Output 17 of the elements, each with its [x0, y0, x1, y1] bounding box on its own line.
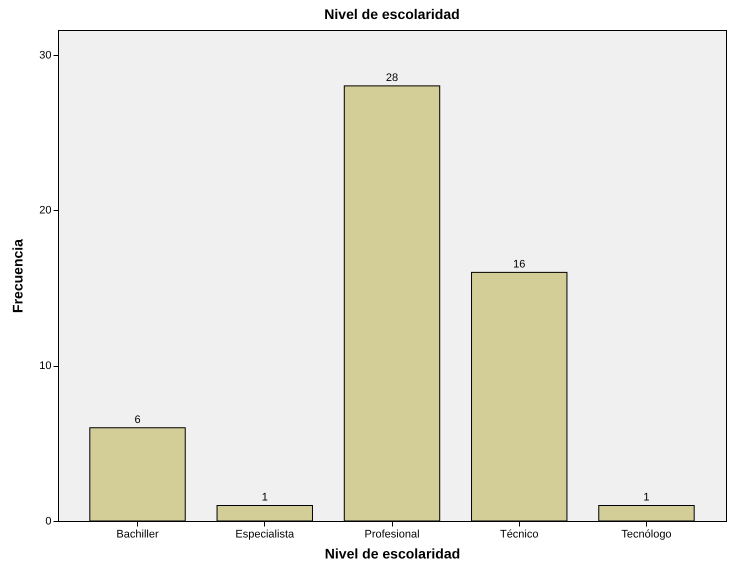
- x-tick-label: Tecnólogo: [621, 528, 672, 540]
- x-tick-label: Profesional: [364, 528, 420, 540]
- data-label: 1: [643, 491, 650, 504]
- x-axis-title: Nivel de escolaridad: [324, 546, 460, 562]
- x-tick-label: Especialista: [235, 528, 295, 540]
- y-tick-label: 30: [39, 49, 52, 62]
- y-axis-title: Frecuencia: [9, 238, 26, 313]
- data-label: 1: [262, 491, 268, 504]
- x-tick-label: Bachiller: [116, 528, 159, 540]
- x-tick-label: Técnico: [500, 528, 539, 540]
- data-label: 6: [134, 414, 141, 426]
- data-label: 28: [386, 72, 398, 84]
- y-tick-label: 10: [39, 360, 52, 372]
- y-tick-label: 0: [45, 516, 52, 528]
- y-tick-label: 20: [39, 204, 52, 217]
- chart-title: Nivel de escolaridad: [324, 6, 460, 22]
- data-label: 16: [513, 258, 526, 270]
